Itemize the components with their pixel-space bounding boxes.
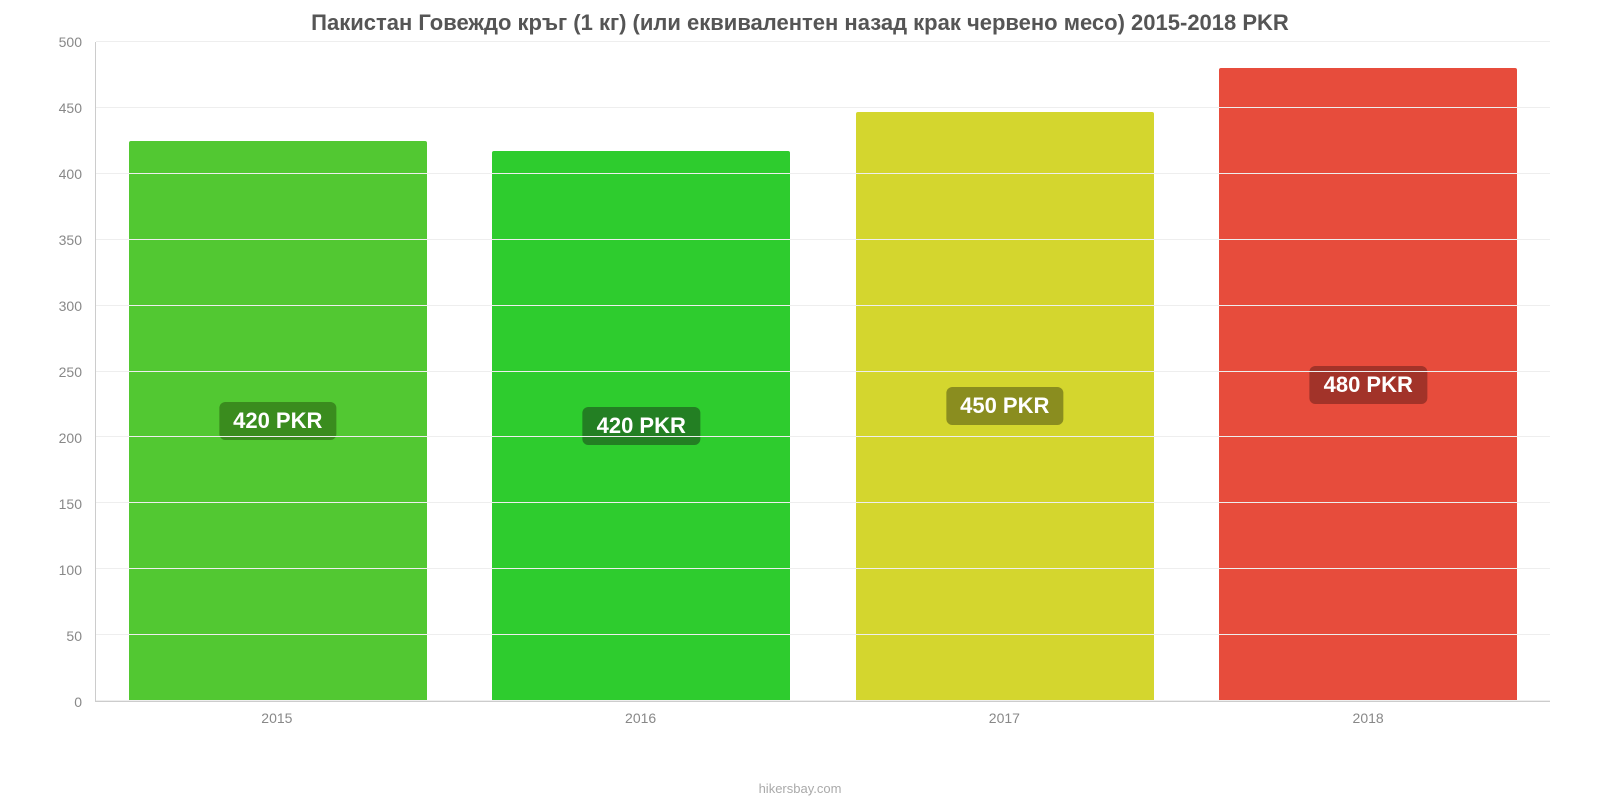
bar-value-label: 420 PKR bbox=[219, 402, 336, 440]
bar-chart: Пакистан Говеждо кръг (1 кг) (или еквива… bbox=[40, 10, 1560, 780]
x-tick: 2015 bbox=[95, 702, 459, 742]
y-tick: 300 bbox=[59, 298, 82, 314]
gridline bbox=[96, 502, 1550, 503]
x-tick: 2016 bbox=[459, 702, 823, 742]
x-tick: 2018 bbox=[1186, 702, 1550, 742]
y-tick: 50 bbox=[66, 628, 82, 644]
y-tick: 100 bbox=[59, 562, 82, 578]
bar-value-label: 420 PKR bbox=[583, 407, 700, 445]
plot-wrap: 050100150200250300350400450500 420 PKR42… bbox=[40, 42, 1560, 742]
bar: 420 PKR bbox=[492, 151, 790, 701]
y-tick: 250 bbox=[59, 364, 82, 380]
y-tick: 200 bbox=[59, 430, 82, 446]
gridline bbox=[96, 371, 1550, 372]
y-tick: 350 bbox=[59, 232, 82, 248]
plot-area: 420 PKR 420 PKR 450 PKR 480 PKR bbox=[95, 42, 1550, 702]
y-tick: 0 bbox=[74, 694, 82, 710]
y-axis: 050100150200250300350400450500 bbox=[40, 42, 90, 702]
gridline bbox=[96, 41, 1550, 42]
gridline bbox=[96, 568, 1550, 569]
y-tick: 450 bbox=[59, 100, 82, 116]
y-tick: 400 bbox=[59, 166, 82, 182]
gridline bbox=[96, 634, 1550, 635]
bar: 450 PKR bbox=[856, 112, 1154, 701]
bar-value-label: 450 PKR bbox=[946, 387, 1063, 425]
y-tick: 500 bbox=[59, 34, 82, 50]
gridline bbox=[96, 700, 1550, 701]
x-axis: 2015201620172018 bbox=[95, 702, 1550, 742]
source-label: hikersbay.com bbox=[0, 781, 1600, 796]
gridline bbox=[96, 436, 1550, 437]
bar-slot: 480 PKR bbox=[1187, 42, 1551, 701]
gridline bbox=[96, 305, 1550, 306]
bar-slot: 420 PKR bbox=[460, 42, 824, 701]
bar: 420 PKR bbox=[129, 141, 427, 701]
chart-title: Пакистан Говеждо кръг (1 кг) (или еквива… bbox=[40, 10, 1560, 36]
x-tick: 2017 bbox=[823, 702, 1187, 742]
bar-slot: 420 PKR bbox=[96, 42, 460, 701]
bar-slot: 450 PKR bbox=[823, 42, 1187, 701]
bars-container: 420 PKR 420 PKR 450 PKR 480 PKR bbox=[96, 42, 1550, 701]
gridline bbox=[96, 239, 1550, 240]
gridline bbox=[96, 107, 1550, 108]
y-tick: 150 bbox=[59, 496, 82, 512]
gridline bbox=[96, 173, 1550, 174]
bar: 480 PKR bbox=[1219, 68, 1517, 701]
